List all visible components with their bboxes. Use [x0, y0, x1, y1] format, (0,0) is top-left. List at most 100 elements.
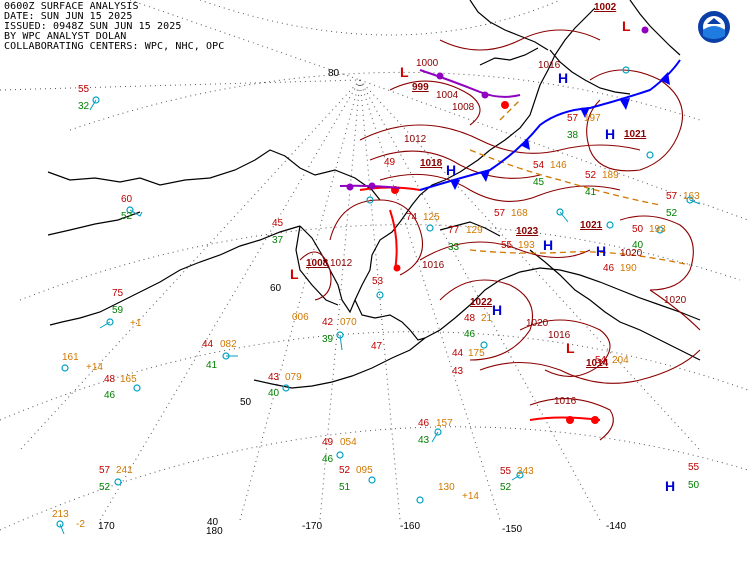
isobar-label-1016b: 1016	[548, 330, 571, 341]
station-pressure: 095	[356, 465, 373, 476]
station-pressure: 213	[52, 509, 69, 520]
low-center-3-pressure: 1014	[586, 358, 609, 369]
station-dewpoint: 41	[206, 360, 218, 371]
high-center-4-pressure: 1018	[420, 158, 443, 169]
station-temp: 57	[494, 208, 506, 219]
station-temp: 43	[452, 366, 464, 377]
station-pressure-tendency: -2	[76, 519, 85, 530]
high-center-4: H	[446, 162, 457, 178]
station-pressure: 054	[340, 437, 357, 448]
header-date: DATE: SUN JUN 15 2025	[4, 11, 133, 22]
station-dewpoint: 37	[272, 235, 284, 246]
high-center-3: H	[596, 243, 607, 259]
station-dewpoint: 38	[567, 130, 579, 141]
stationary-front	[389, 209, 401, 272]
low-center-1-pressure: 999	[412, 82, 429, 93]
low-center-4: L	[622, 18, 631, 34]
station-temp: 46	[603, 263, 615, 274]
station-temp: 44	[202, 339, 214, 350]
station-pressure: 125	[423, 212, 440, 223]
noaa-logo	[698, 11, 730, 43]
isobar-label-1020a: 1020	[526, 318, 549, 329]
low-center-2-pressure: 1008	[306, 258, 329, 269]
station-pressure: 241	[116, 465, 133, 476]
lon-label-minus170: -170	[302, 521, 323, 532]
isobar-label-1000: 1000	[416, 58, 439, 69]
station-pressure: 161	[62, 352, 79, 363]
station-dewpoint: 50	[688, 480, 700, 491]
station-temp: 49	[384, 157, 396, 168]
station-dewpoint: 39	[322, 334, 334, 345]
station-pressure: 079	[285, 372, 302, 383]
station-temp: 48	[104, 374, 116, 385]
station-temp: 55	[688, 462, 700, 473]
station-temp: 54	[595, 355, 607, 366]
station-temp: 57	[567, 113, 579, 124]
station-temp: 42	[322, 317, 334, 328]
header-centers: COLLABORATING CENTERS: WPC, NHC, OPC	[4, 41, 225, 52]
lon-label-minus160: -160	[400, 521, 421, 532]
low-center-1: L	[400, 64, 409, 80]
station-pressure-tendency: +1	[130, 318, 142, 329]
station-dewpoint: 46	[464, 329, 476, 340]
station-temp: 46	[418, 418, 430, 429]
station-dewpoint: 33	[448, 242, 460, 253]
station-pressure: 343	[517, 466, 534, 477]
station-pressure-tendency: +14	[86, 362, 103, 373]
station-dewpoint: 32	[78, 101, 90, 112]
station-dewpoint: 46	[322, 454, 334, 465]
station-pressure: 163	[683, 191, 700, 202]
low-center-3: L	[566, 340, 575, 356]
station-temp: 43	[268, 372, 280, 383]
station-temp: 47	[371, 341, 383, 352]
station-pressure: 21	[481, 313, 493, 324]
station-temp: 55	[501, 240, 513, 251]
station-pressure: 168	[511, 208, 528, 219]
header-title: 0600Z SURFACE ANALYSIS	[4, 1, 139, 12]
station-dewpoint: 40	[268, 388, 280, 399]
station-temp: 49	[322, 437, 334, 448]
station-temp: 74	[406, 212, 418, 223]
station-temp: 44	[452, 348, 464, 359]
station-markers	[56, 66, 694, 528]
station-dewpoint: 52	[666, 208, 678, 219]
station-pressure: 193	[649, 224, 666, 235]
station-pressure: 006	[292, 312, 309, 323]
station-pressure: 165	[120, 374, 137, 385]
high-center-1: H	[492, 302, 503, 318]
graticule	[0, 0, 748, 531]
high-center-2-pressure: 1023	[516, 226, 539, 237]
isobar-label-1016d: 1016	[538, 60, 561, 71]
high-center-5-pressure: 1021	[624, 129, 647, 140]
header-issued: ISSUED: 0948Z SUN JUN 15 2025	[4, 21, 182, 32]
high-center-5: H	[605, 126, 616, 142]
station-pressure: 146	[550, 160, 567, 171]
station-temp: 75	[112, 288, 124, 299]
wind-barbs	[59, 99, 701, 535]
lon-label-minus150: -150	[502, 524, 523, 535]
station-temp: 53	[372, 276, 384, 287]
station-dewpoint: 46	[104, 390, 116, 401]
isobar-label-1008: 1008	[452, 102, 475, 113]
station-dewpoint: 43	[418, 435, 430, 446]
high-center-7: H	[665, 478, 676, 494]
station-pressure: 082	[220, 339, 237, 350]
station-temp: 50	[632, 224, 644, 235]
lon-label-180: 180	[206, 526, 223, 537]
high-center-1-pressure: 1022	[470, 297, 493, 308]
station-pressure: 189	[602, 170, 619, 181]
station-temp: 77	[448, 225, 460, 236]
isobar-label-1012: 1012	[404, 134, 427, 145]
station-temp: 57	[666, 191, 678, 202]
isobar-label-1016a: 1016	[422, 260, 445, 271]
station-pressure-tendency: +14	[462, 491, 479, 502]
station-dewpoint: 59	[112, 305, 124, 316]
header-analyst: BY WPC ANALYST DOLAN	[4, 31, 127, 42]
station-pressure: 130	[438, 482, 455, 493]
lat-label-80: 80	[328, 68, 340, 79]
isobar-label-1020c: 1020	[664, 295, 687, 306]
station-temp: 52	[585, 170, 597, 181]
station-pressure: 193	[518, 240, 535, 251]
station-temp: 52	[339, 465, 351, 476]
